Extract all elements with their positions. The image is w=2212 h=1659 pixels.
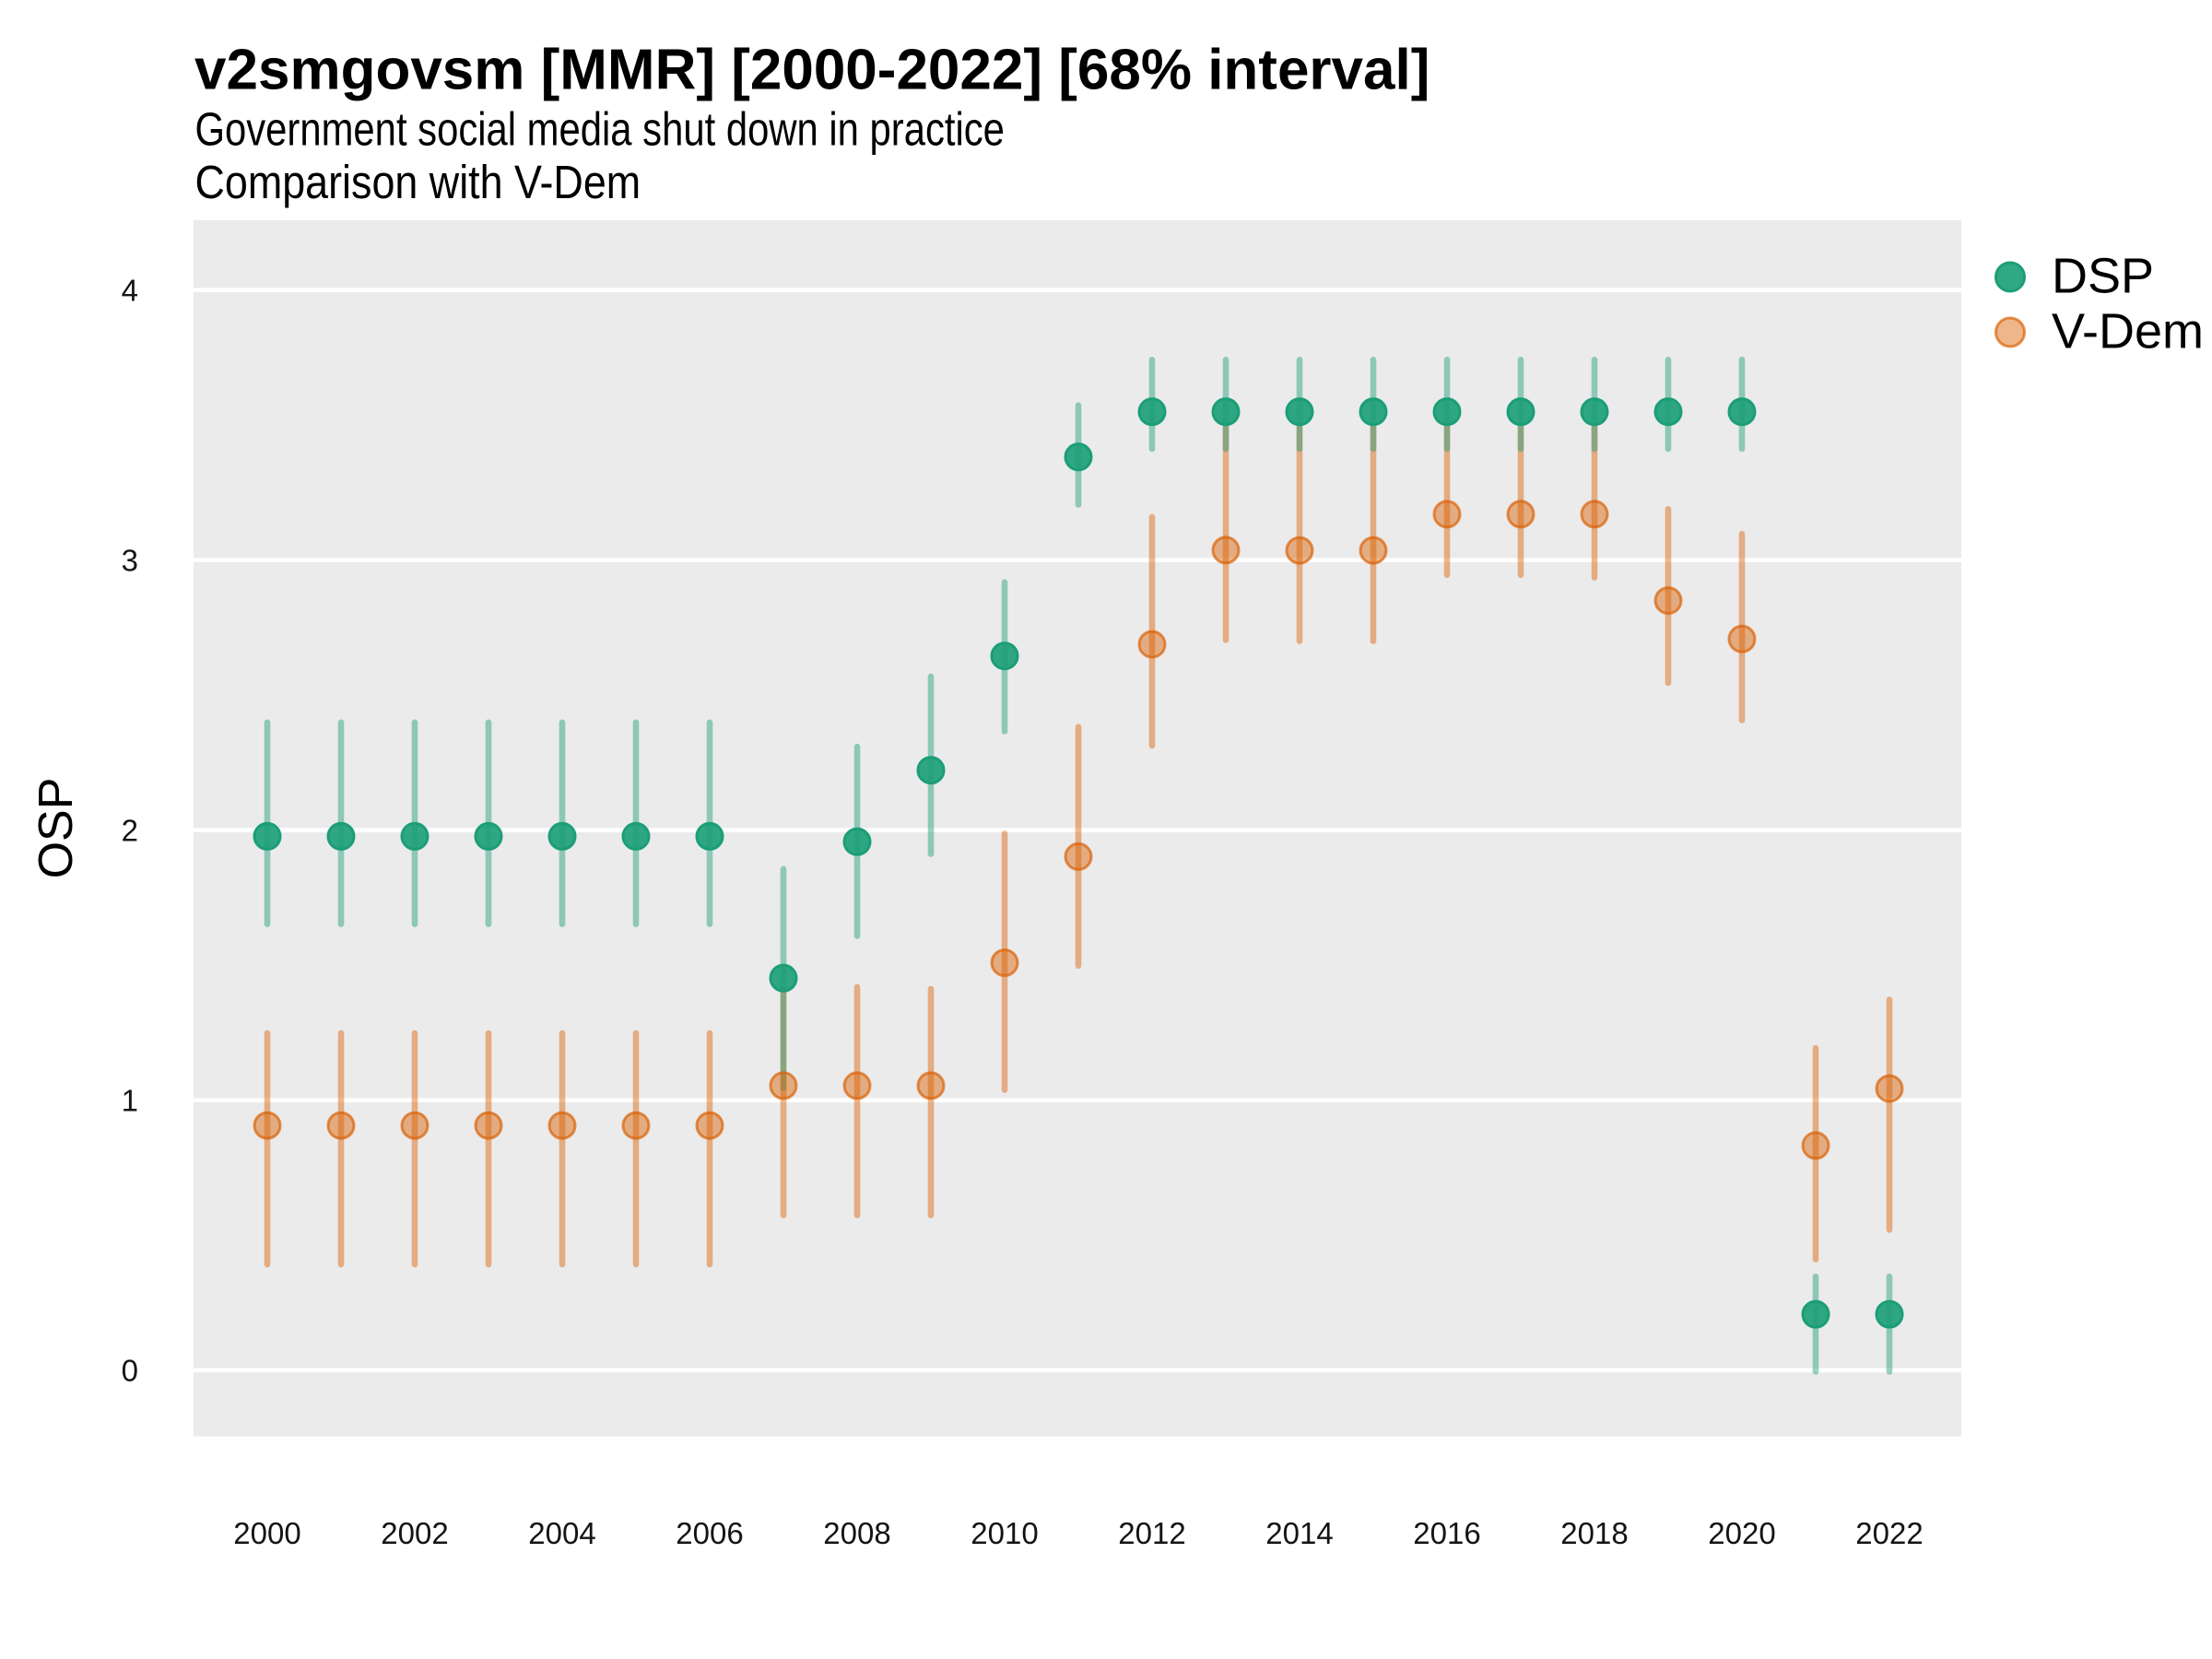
svg-text:2: 2 — [122, 814, 138, 848]
svg-text:2004: 2004 — [528, 1516, 595, 1550]
svg-text:2020: 2020 — [1708, 1516, 1775, 1550]
svg-text:0: 0 — [122, 1354, 138, 1388]
svg-text:2000: 2000 — [233, 1516, 300, 1550]
svg-text:1: 1 — [122, 1084, 138, 1118]
svg-text:4: 4 — [122, 274, 138, 308]
svg-text:v2smgovsm [MMR] [2000-2022] [6: v2smgovsm [MMR] [2000-2022] [68% interva… — [194, 39, 1430, 102]
svg-text:2002: 2002 — [381, 1516, 448, 1550]
svg-text:2018: 2018 — [1560, 1516, 1628, 1550]
svg-text:2008: 2008 — [823, 1516, 890, 1550]
svg-text:Government social media shut d: Government social media shut down in pra… — [195, 103, 1005, 156]
svg-text:2014: 2014 — [1265, 1516, 1333, 1550]
svg-text:DSP: DSP — [2052, 249, 2154, 304]
svg-text:Comparison with V-Dem: Comparison with V-Dem — [195, 157, 641, 208]
svg-text:2012: 2012 — [1118, 1516, 1185, 1550]
svg-text:2006: 2006 — [676, 1516, 743, 1550]
svg-text:3: 3 — [122, 544, 138, 578]
svg-text:OSP: OSP — [29, 778, 83, 879]
svg-text:2022: 2022 — [1855, 1516, 1923, 1550]
svg-text:2010: 2010 — [971, 1516, 1038, 1550]
svg-text:2016: 2016 — [1413, 1516, 1480, 1550]
svg-text:V-Dem: V-Dem — [2052, 304, 2204, 359]
